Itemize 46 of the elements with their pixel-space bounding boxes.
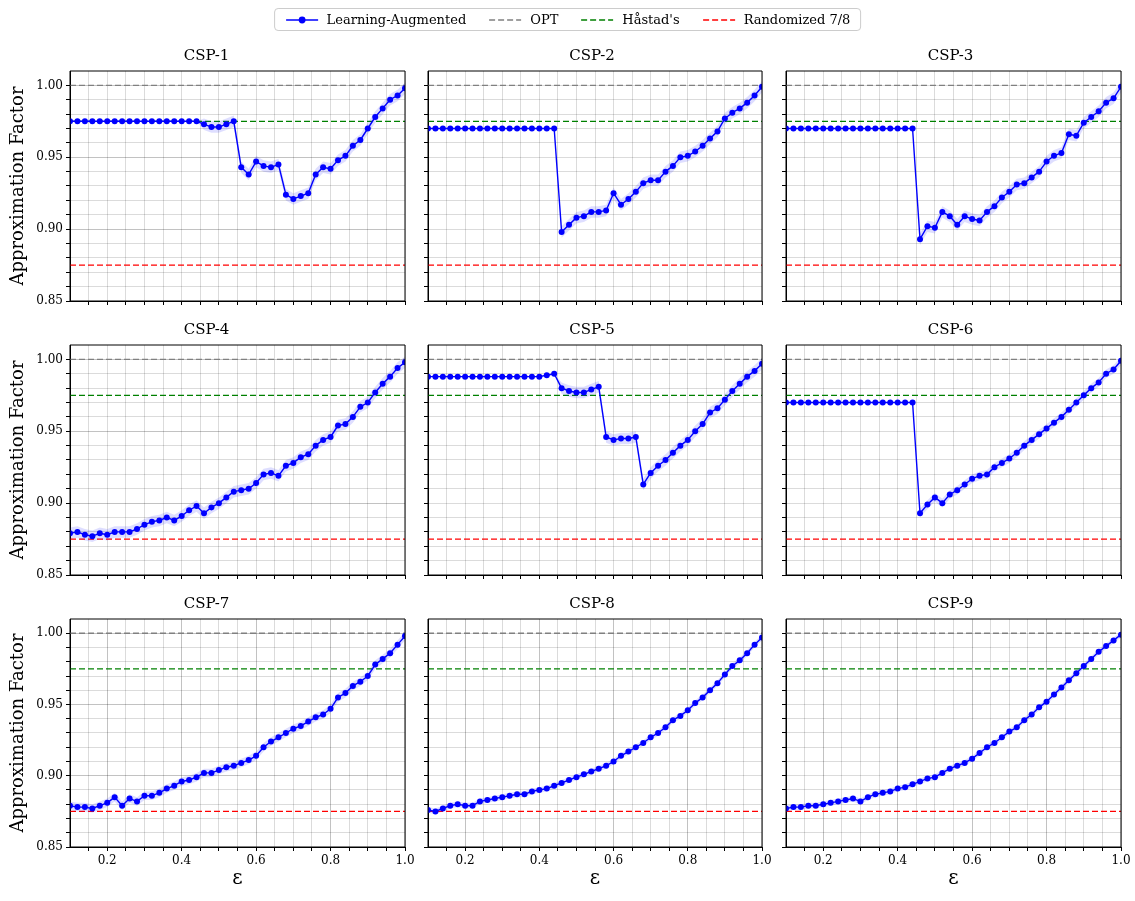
y-tick-label: 0.90: [36, 767, 63, 782]
y-axis-title: Approximation Factor: [6, 86, 28, 287]
y-tick-label: 0.95: [36, 696, 63, 711]
x-tick-label: 0.6: [246, 853, 266, 868]
y-axis-title: Approximation Factor: [6, 360, 28, 561]
x-tick-label: 0.6: [604, 853, 624, 868]
legend-label: OPT: [530, 12, 559, 27]
x-tick-label: 1.0: [1111, 853, 1131, 868]
y-tick-label: 0.85: [36, 567, 63, 582]
chart-title: CSP-2: [569, 45, 615, 64]
x-tick-label: 0.4: [888, 853, 908, 868]
y-tick-label: 1.00: [36, 625, 63, 640]
x-tick-label: 0.2: [813, 853, 833, 868]
legend-label: Randomized 7/8: [743, 12, 851, 27]
x-tick-label: 1.0: [395, 853, 415, 868]
chart-title: CSP-5: [569, 319, 615, 338]
x-tick-label: 0.8: [678, 853, 698, 868]
y-tick-label: 0.90: [36, 495, 63, 510]
y-axis-title: Approximation Factor: [6, 633, 28, 834]
chart-title: CSP-7: [183, 593, 230, 612]
x-tick-label: 0.2: [97, 853, 117, 868]
chart-title: CSP-6: [927, 319, 974, 338]
x-tick-label: 1.0: [752, 853, 772, 868]
y-tick-label: 1.00: [36, 351, 63, 366]
chart-title: CSP-8: [569, 593, 615, 612]
legend-label: Learning-Augmented: [326, 12, 467, 27]
y-tick-label: 1.00: [36, 77, 63, 92]
x-axis-title: ε: [948, 865, 959, 890]
y-tick-label: 0.90: [36, 221, 63, 236]
chart-title: CSP-4: [183, 319, 230, 338]
chart-title: CSP-1: [183, 45, 230, 64]
x-tick-label: 0.8: [1037, 853, 1057, 868]
x-tick-label: 0.2: [455, 853, 475, 868]
y-tick-label: 0.95: [36, 423, 63, 438]
chart-title: CSP-9: [927, 593, 974, 612]
x-axis-title: ε: [232, 865, 243, 890]
y-tick-label: 0.85: [36, 293, 63, 308]
x-tick-label: 0.4: [172, 853, 192, 868]
x-axis-title: ε: [589, 865, 601, 890]
x-tick-label: 0.6: [962, 853, 982, 868]
y-tick-label: 0.95: [36, 149, 63, 164]
chart-title: CSP-3: [927, 45, 974, 64]
legend-label: Håstad's: [622, 12, 680, 27]
x-tick-label: 0.4: [529, 853, 550, 868]
x-tick-label: 0.8: [321, 853, 341, 868]
y-tick-label: 0.85: [36, 839, 63, 854]
